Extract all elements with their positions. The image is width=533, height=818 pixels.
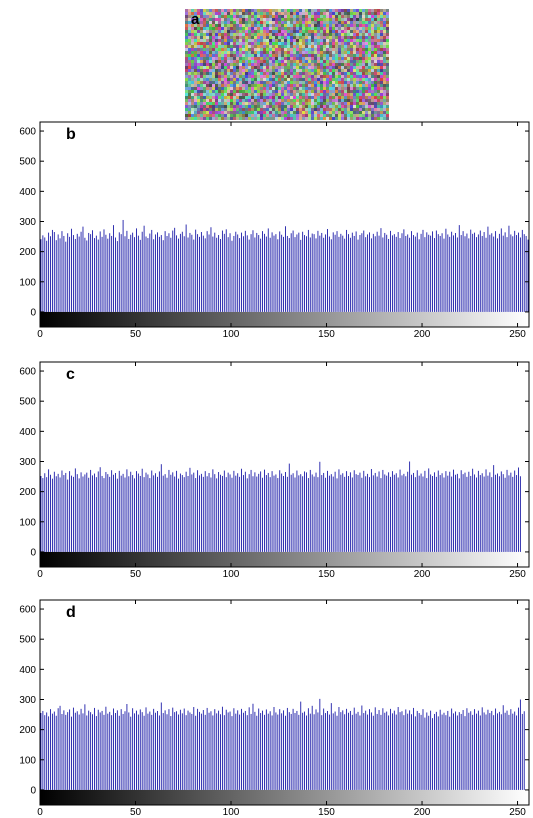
y-tick-label: 200: [19, 725, 36, 736]
y-tick-label: 400: [19, 427, 36, 438]
x-tick-label: 100: [223, 807, 240, 818]
axes-frame: [39, 599, 530, 806]
histogram-panel-c: 0 100 200 300 400 500 600 0 50 100 150 200 250 c: [19, 361, 530, 580]
x-tick-label: 0: [37, 807, 43, 818]
y-tick-label: 0: [30, 785, 36, 796]
axes-frame: [39, 121, 530, 328]
x-tick-label: 0: [37, 569, 43, 580]
y-tick-label: 400: [19, 665, 36, 676]
y-tick-label: 400: [19, 187, 36, 198]
y-tick-label: 200: [19, 247, 36, 258]
x-tick-label: 200: [414, 329, 431, 340]
y-tick-label: 100: [19, 755, 36, 766]
x-tick-label: 200: [414, 807, 431, 818]
axes-frame: [39, 361, 530, 568]
y-tick-label: 500: [19, 157, 36, 168]
grayscale-colorbar: [40, 789, 529, 805]
y-tick-label: 300: [19, 695, 36, 706]
x-tick-label: 200: [414, 569, 431, 580]
panel-label: d: [66, 604, 76, 621]
y-tick-label: 0: [30, 307, 36, 318]
x-tick-label: 250: [509, 569, 526, 580]
x-tick-label: 50: [130, 569, 142, 580]
x-tick-label: 150: [318, 807, 335, 818]
x-tick-label: 0: [37, 329, 43, 340]
y-tick-label: 100: [19, 277, 36, 288]
x-tick-label: 250: [509, 329, 526, 340]
x-tick-label: 150: [318, 329, 335, 340]
encrypted-noise-image: [185, 9, 389, 120]
y-tick-label: 600: [19, 605, 36, 616]
x-tick-label: 100: [223, 569, 240, 580]
y-tick-label: 300: [19, 457, 36, 468]
y-tick-label: 500: [19, 635, 36, 646]
x-tick-label: 100: [223, 329, 240, 340]
y-tick-label: 100: [19, 517, 36, 528]
y-tick-label: 500: [19, 397, 36, 408]
y-tick-label: 600: [19, 367, 36, 378]
panel-label: c: [66, 366, 75, 383]
panel-a: a: [185, 9, 389, 120]
y-tick-label: 600: [19, 127, 36, 138]
histogram-panel-b: 0 100 200 300 400 500 600 0 50 100 150 200 250 b: [19, 121, 530, 340]
y-tick-label: 300: [19, 217, 36, 228]
grayscale-colorbar: [40, 311, 529, 327]
y-tick-label: 200: [19, 487, 36, 498]
panel-label: b: [66, 126, 76, 143]
grayscale-colorbar: [40, 551, 529, 567]
histogram-panel-d: 0 100 200 300 400 500 600 0 50 100 150 200 250 d: [19, 599, 530, 818]
y-tick-label: 0: [30, 547, 36, 558]
x-tick-label: 250: [509, 807, 526, 818]
x-tick-label: 50: [130, 807, 142, 818]
panel-a-label: a: [191, 11, 200, 28]
x-tick-label: 150: [318, 569, 335, 580]
x-tick-label: 50: [130, 329, 142, 340]
